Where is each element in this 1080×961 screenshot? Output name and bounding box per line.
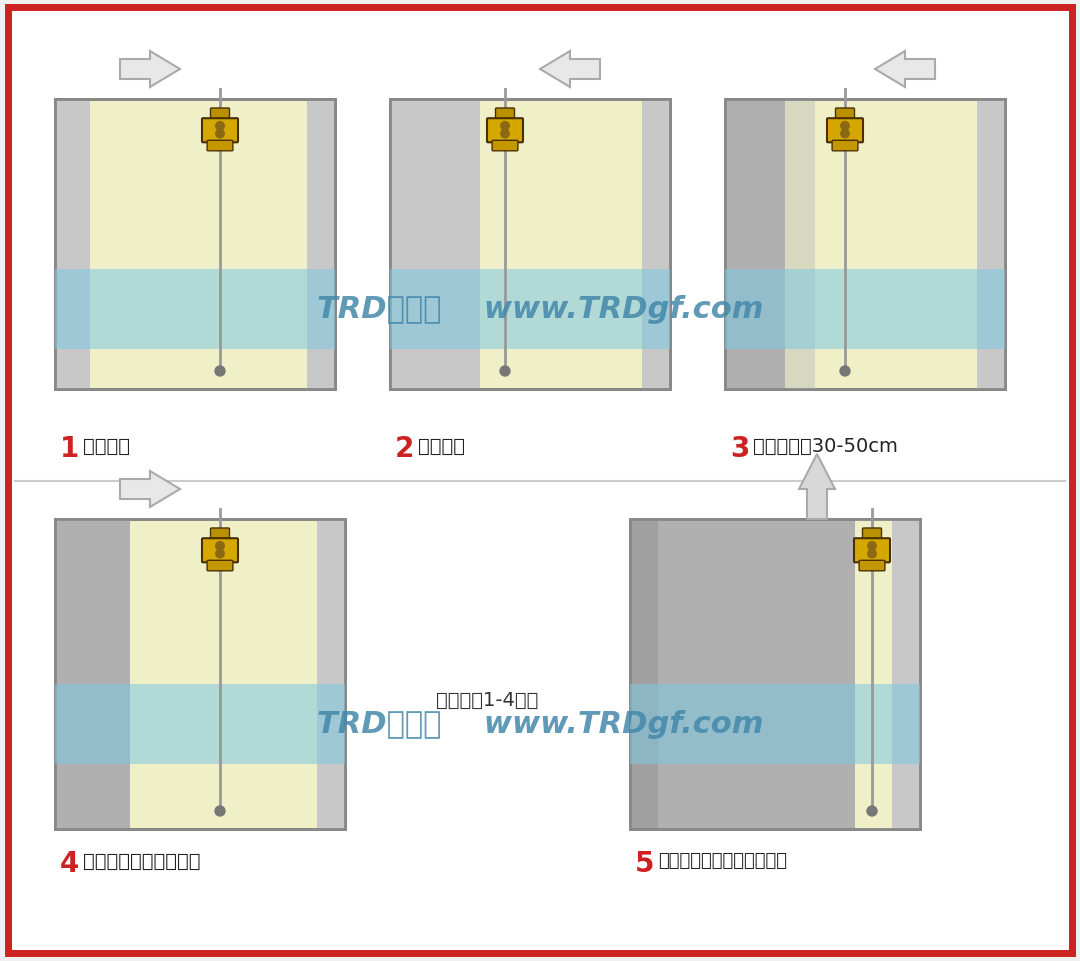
- Circle shape: [216, 550, 225, 558]
- Text: TRD工法网    www.TRDgf.com: TRD工法网 www.TRDgf.com: [316, 295, 764, 324]
- Bar: [725, 100, 785, 389]
- FancyBboxPatch shape: [207, 560, 233, 571]
- Bar: [725, 100, 1005, 389]
- Circle shape: [500, 366, 510, 377]
- Bar: [55, 684, 345, 764]
- Circle shape: [216, 542, 225, 551]
- FancyBboxPatch shape: [854, 538, 890, 563]
- Bar: [725, 100, 1005, 389]
- Circle shape: [501, 130, 510, 138]
- FancyBboxPatch shape: [496, 109, 514, 121]
- FancyBboxPatch shape: [836, 109, 854, 121]
- Circle shape: [867, 806, 877, 816]
- Text: 多次重复1-4环节: 多次重复1-4环节: [436, 690, 539, 709]
- Bar: [725, 270, 1005, 350]
- Bar: [977, 100, 1005, 389]
- Bar: [55, 520, 345, 829]
- Polygon shape: [120, 472, 180, 507]
- Bar: [630, 520, 920, 829]
- FancyBboxPatch shape: [832, 141, 858, 152]
- Bar: [390, 100, 670, 389]
- FancyBboxPatch shape: [863, 529, 881, 541]
- Circle shape: [215, 806, 225, 816]
- Polygon shape: [120, 52, 180, 87]
- Text: 搭接已成墙30-50cm: 搭接已成墙30-50cm: [753, 436, 897, 456]
- Bar: [307, 100, 335, 389]
- Text: 回撤挖掘: 回撤挖掘: [418, 436, 465, 456]
- Text: 施工完毕，分段拔出切割箱: 施工完毕，分段拔出切割箱: [658, 851, 787, 869]
- FancyBboxPatch shape: [827, 119, 863, 143]
- Text: TRD工法网    www.TRDgf.com: TRD工法网 www.TRDgf.com: [316, 710, 764, 739]
- Circle shape: [840, 366, 850, 377]
- Text: 3: 3: [730, 434, 750, 462]
- Bar: [630, 684, 920, 764]
- FancyBboxPatch shape: [207, 141, 233, 152]
- Text: 2: 2: [395, 434, 415, 462]
- Bar: [390, 100, 480, 389]
- Bar: [55, 100, 335, 389]
- FancyBboxPatch shape: [211, 109, 230, 121]
- FancyBboxPatch shape: [859, 560, 885, 571]
- FancyBboxPatch shape: [8, 8, 1072, 953]
- FancyBboxPatch shape: [202, 119, 238, 143]
- Circle shape: [840, 130, 849, 138]
- Circle shape: [867, 542, 876, 551]
- Circle shape: [215, 366, 225, 377]
- Bar: [642, 100, 670, 389]
- FancyBboxPatch shape: [492, 141, 518, 152]
- Circle shape: [501, 122, 510, 131]
- Bar: [892, 520, 920, 829]
- Bar: [390, 100, 670, 389]
- Bar: [785, 100, 815, 389]
- Circle shape: [216, 130, 225, 138]
- Circle shape: [840, 122, 849, 131]
- Bar: [55, 100, 335, 389]
- Bar: [55, 520, 130, 829]
- Bar: [55, 100, 90, 389]
- Bar: [55, 520, 345, 829]
- FancyBboxPatch shape: [202, 538, 238, 563]
- Polygon shape: [799, 455, 835, 520]
- Bar: [390, 270, 670, 350]
- Circle shape: [216, 122, 225, 131]
- FancyBboxPatch shape: [487, 119, 523, 143]
- Circle shape: [867, 550, 876, 558]
- Bar: [55, 270, 335, 350]
- Polygon shape: [875, 52, 935, 87]
- Text: 4: 4: [60, 850, 79, 877]
- Polygon shape: [540, 52, 600, 87]
- FancyBboxPatch shape: [211, 529, 230, 541]
- Bar: [318, 520, 345, 829]
- Bar: [855, 520, 895, 829]
- Text: 5: 5: [635, 850, 654, 877]
- Text: 成墙搅拌（插入型材）: 成墙搅拌（插入型材）: [83, 851, 201, 870]
- Bar: [630, 520, 658, 829]
- Bar: [630, 520, 920, 829]
- Text: 先行挖掘: 先行挖掘: [83, 436, 130, 456]
- Text: 1: 1: [60, 434, 79, 462]
